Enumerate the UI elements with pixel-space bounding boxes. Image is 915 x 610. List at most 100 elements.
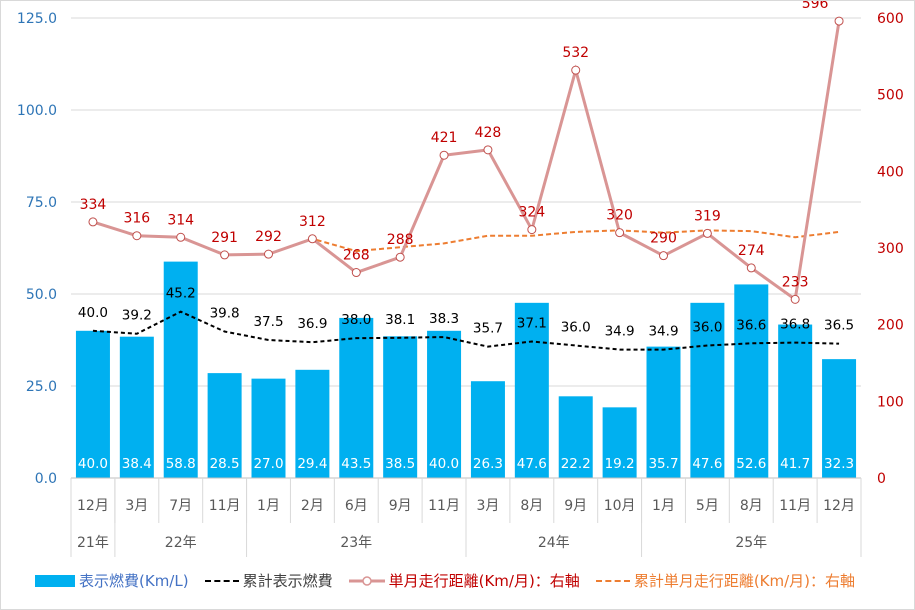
- bar-value-label: 29.4: [297, 456, 327, 472]
- right-axis-tick: 400: [877, 164, 904, 180]
- cumulative-fuel-label: 35.7: [473, 321, 503, 337]
- bar-value-label: 40.0: [429, 456, 459, 472]
- left-axis-tick: 125.0: [17, 11, 57, 27]
- left-axis-tick: 25.0: [26, 379, 57, 395]
- bar-value-label: 26.3: [473, 456, 503, 472]
- bar: [778, 324, 813, 478]
- bar: [822, 359, 857, 478]
- legend-label-bar: 表示燃費(Km/L): [79, 572, 189, 590]
- x-axis-year-label: 21年: [77, 535, 109, 551]
- monthly-distance-label: 324: [518, 205, 545, 221]
- cumulative-fuel-label: 36.0: [561, 320, 591, 336]
- monthly-distance-marker: [220, 250, 230, 260]
- bar: [207, 373, 242, 478]
- bar: [163, 261, 198, 478]
- cumulative-fuel-label: 36.8: [780, 317, 810, 333]
- x-axis-month-label: 2月: [301, 498, 324, 514]
- cumulative-fuel-label: 40.0: [78, 305, 108, 321]
- bar: [514, 302, 549, 478]
- x-axis-month-label: 12月: [77, 498, 109, 514]
- monthly-distance-label: 320: [606, 208, 633, 224]
- x-axis-year-label: 24年: [538, 535, 570, 551]
- x-axis-month-label: 6月: [345, 498, 368, 514]
- cumulative-fuel-label: 39.2: [122, 308, 152, 324]
- bar-value-label: 22.2: [561, 456, 591, 472]
- monthly-distance-label: 334: [80, 197, 107, 213]
- bar-value-label: 27.0: [253, 456, 283, 472]
- bar-value-label: 28.5: [210, 456, 240, 472]
- monthly-distance-marker: [88, 217, 98, 227]
- x-axis-month-label: 9月: [389, 498, 412, 514]
- x-axis-month-label: 3月: [125, 498, 148, 514]
- bar: [558, 396, 593, 478]
- cumulative-fuel-label: 36.6: [736, 317, 766, 333]
- x-axis-year-label: 23年: [340, 535, 372, 551]
- legend: 表示燃費(Km/L) 累計表示燃費 単月走行距離(Km/月)：右軸 累計単月走行…: [35, 570, 871, 591]
- monthly-distance-marker: [395, 252, 405, 262]
- bar: [119, 336, 154, 478]
- monthly-distance-marker: [571, 65, 581, 75]
- x-axis-month-label: 11月: [209, 498, 241, 514]
- legend-label-cum-distance: 累計単月走行距離(Km/月)：右軸: [633, 572, 856, 590]
- bar: [470, 381, 505, 478]
- x-axis-month-label: 8月: [740, 498, 763, 514]
- legend-label-monthly-distance: 単月走行距離(Km/月)：右軸: [388, 572, 580, 590]
- combo-chart: 0.0 25.0 50.0 75.0 100.0 125.0 0 100 200 300 400 50…: [17, 1, 904, 557]
- legend-swatch-bar: [35, 574, 75, 587]
- bar: [295, 369, 330, 478]
- legend-swatch-cum-distance: [595, 579, 630, 582]
- cumulative-fuel-label: 37.5: [253, 314, 283, 330]
- right-axis-tick: 600: [877, 11, 904, 27]
- bar: [427, 330, 462, 478]
- cumulative-fuel-label: 36.9: [297, 316, 327, 332]
- right-axis-tick: 0: [877, 471, 886, 487]
- monthly-distance-marker: [790, 294, 800, 304]
- cumulative-fuel-label: 34.9: [648, 324, 678, 340]
- left-axis-tick: 50.0: [26, 287, 57, 303]
- monthly-distance-marker: [307, 234, 317, 244]
- monthly-distance-label: 421: [431, 130, 458, 146]
- monthly-distance-label: 319: [694, 208, 721, 224]
- bar-value-label: 47.6: [517, 456, 547, 472]
- bar-value-label: 41.7: [780, 456, 810, 472]
- monthly-distance-label: 274: [738, 243, 765, 259]
- x-axis-month-label: 10月: [604, 498, 636, 514]
- cumulative-fuel-label: 37.1: [517, 315, 547, 331]
- monthly-distance-marker: [351, 268, 361, 278]
- bar-value-label: 19.2: [605, 456, 635, 472]
- bar: [690, 302, 725, 478]
- monthly-distance-label: 316: [123, 211, 150, 227]
- legend-item-monthly-distance: 単月走行距離(Km/月)：右軸: [348, 570, 580, 591]
- legend-item-bar: 表示燃費(Km/L): [35, 570, 189, 591]
- bar: [75, 330, 110, 478]
- x-axis-month-label: 9月: [564, 498, 587, 514]
- bar: [383, 336, 418, 478]
- bar: [251, 378, 286, 478]
- cumulative-fuel-label: 36.5: [824, 318, 854, 334]
- x-axis-month-label: 12月: [823, 498, 855, 514]
- left-axis-tick: 0.0: [35, 471, 57, 487]
- cumulative-fuel-label: 38.1: [385, 312, 415, 328]
- monthly-distance-label: 312: [299, 214, 326, 230]
- legend-swatch-cum-fuel: [204, 579, 239, 582]
- monthly-distance-label: 233: [782, 274, 809, 290]
- monthly-distance-marker: [702, 228, 712, 238]
- x-axis-month-label: 8月: [520, 498, 543, 514]
- monthly-distance-label: 291: [211, 230, 238, 246]
- legend-label-cum-fuel: 累計表示燃費: [242, 572, 333, 590]
- bar-value-label: 47.6: [692, 456, 722, 472]
- x-axis-year-label: 22年: [165, 535, 197, 551]
- x-axis-month-label: 11月: [779, 498, 811, 514]
- cumulative-fuel-line: [92, 310, 840, 351]
- bar: [646, 346, 681, 478]
- bar-value-label: 38.5: [385, 456, 415, 472]
- monthly-distance-marker: [439, 150, 449, 160]
- legend-item-cum-distance: 累計単月走行距離(Km/月)：右軸: [595, 570, 856, 591]
- monthly-distance-label: 268: [343, 248, 370, 264]
- monthly-distance-label: 314: [167, 212, 194, 228]
- cumulative-fuel-label: 34.9: [605, 324, 635, 340]
- bar-value-label: 38.4: [122, 456, 152, 472]
- x-axis-month-label: 7月: [169, 498, 192, 514]
- monthly-distance-label: 428: [475, 125, 502, 141]
